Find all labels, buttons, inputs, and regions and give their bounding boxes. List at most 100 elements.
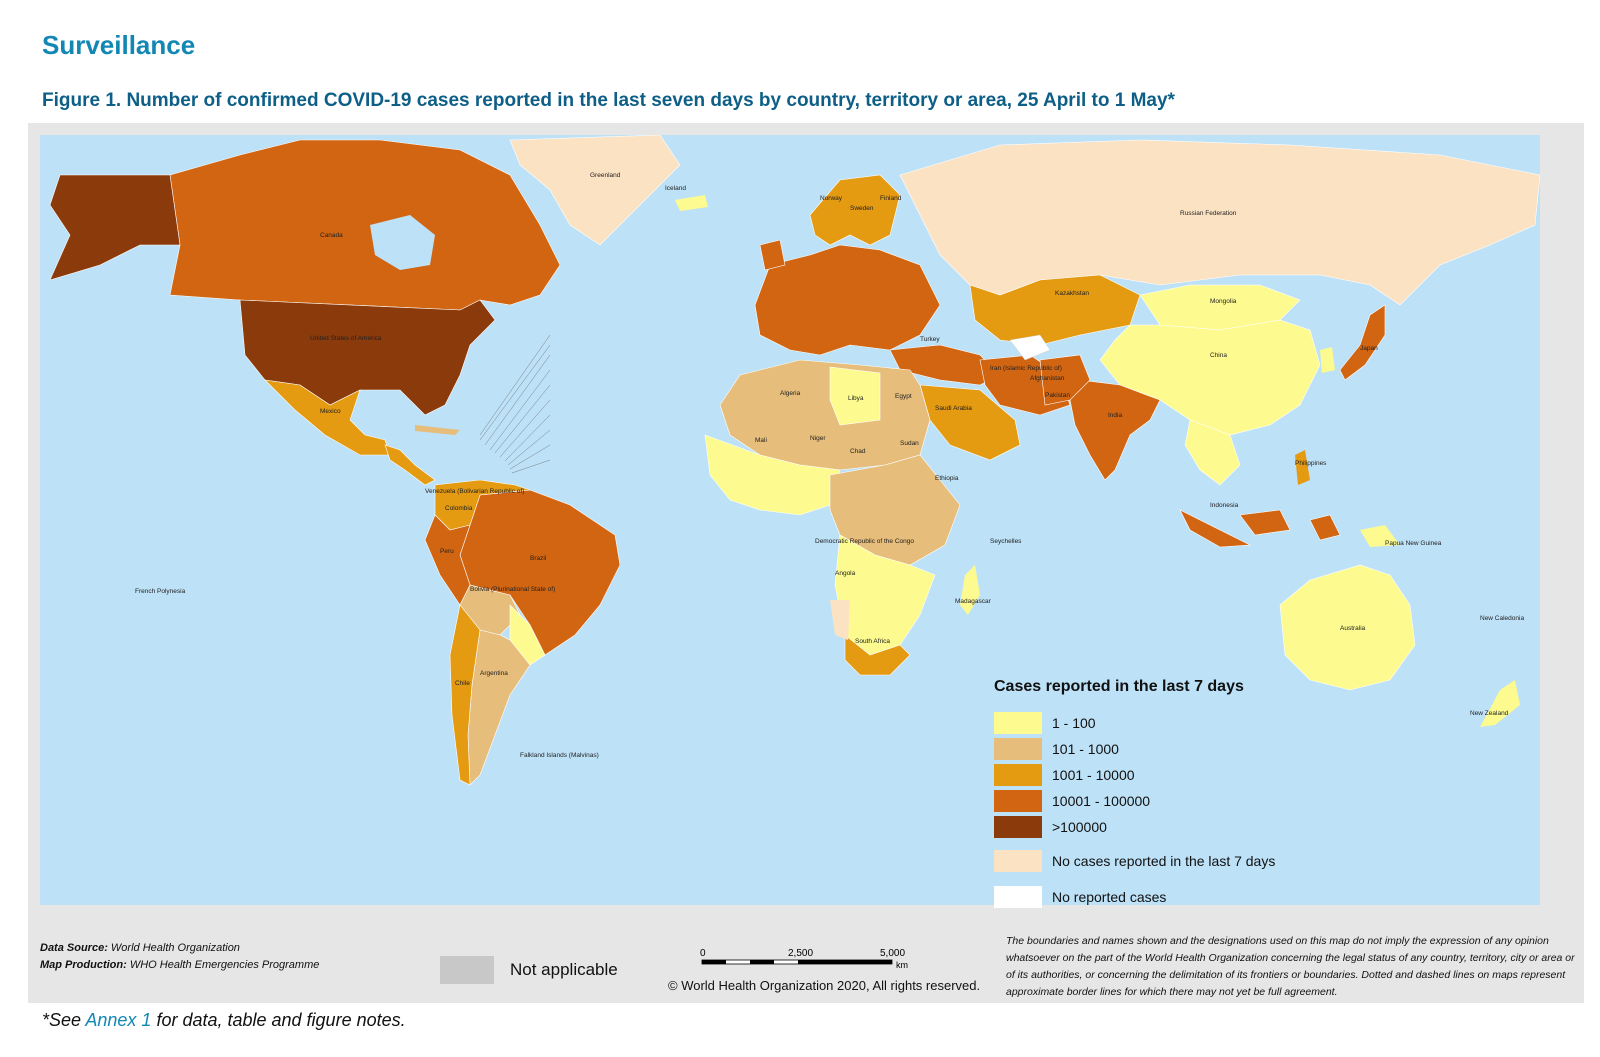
legend-item: No reported cases (994, 882, 1514, 912)
label-saudi-arabia: Saudi Arabia (935, 405, 972, 412)
legend-item: 1 - 100 (994, 710, 1514, 736)
country-alaska (49, 174, 181, 281)
label-kazakhstan: Kazakhstan (1055, 290, 1089, 297)
scale-bar: 0 2,500 5,000 km (700, 948, 908, 970)
label-png: Papua New Guinea (1385, 540, 1442, 547)
label-sweden: Sweden (850, 205, 874, 212)
label-afghanistan: Afghanistan (1030, 375, 1065, 382)
label-brazil: Brazil (530, 555, 547, 562)
country-chile (449, 604, 481, 786)
map-production-label: Map Production: (40, 959, 127, 971)
label-sudan: Sudan (900, 440, 919, 447)
label-new-zealand: New Zealand (1470, 710, 1509, 717)
label-mali: Mali (755, 437, 767, 444)
country-saudi-arabia (919, 384, 1021, 461)
legend-title: Cases reported in the last 7 days (994, 678, 1244, 695)
legend-item: 101 - 1000 (994, 736, 1514, 762)
scale-unit: km (896, 960, 908, 970)
label-iran: Iran (Islamic Republic of) (990, 365, 1062, 372)
scale-tick-2500: 2,500 (788, 948, 813, 959)
label-mongolia: Mongolia (1210, 298, 1237, 305)
country-india (1069, 379, 1161, 481)
footnote-prefix: *See (42, 1010, 86, 1030)
label-australia: Australia (1340, 625, 1366, 632)
legend-label: No cases reported in the last 7 days (1052, 853, 1276, 869)
annex-link[interactable]: Annex 1 (85, 1010, 152, 1030)
copyright: © World Health Organization 2020, All ri… (668, 978, 981, 993)
country-indonesia (1179, 509, 1341, 548)
label-new-caledonia: New Caledonia (1480, 615, 1524, 622)
label-egypt: Egypt (895, 393, 912, 400)
country-libya (829, 366, 881, 426)
legend-label: >100000 (1052, 819, 1107, 835)
label-angola: Angola (835, 570, 856, 577)
map-legend: Cases reported in the last 7 days 1 - 10… (994, 678, 1514, 912)
label-madagascar: Madagascar (955, 598, 992, 605)
region-central-africa (829, 454, 961, 566)
legend-label: 1001 - 10000 (1052, 767, 1135, 783)
label-colombia: Colombia (445, 505, 473, 512)
label-india: India (1108, 412, 1122, 419)
label-greenland: Greenland (590, 172, 621, 179)
region-europe (754, 244, 941, 356)
label-china: China (1210, 352, 1227, 359)
label-canada: Canada (320, 232, 343, 239)
country-south-africa (844, 634, 911, 676)
country-canada (169, 139, 561, 311)
label-norway: Norway (820, 195, 843, 202)
label-indonesia: Indonesia (1210, 502, 1239, 509)
label-french-polynesia: French Polynesia (135, 588, 186, 595)
label-niger: Niger (810, 435, 826, 442)
legend-swatch (994, 764, 1042, 786)
data-source-label: Data Source: (40, 942, 108, 954)
world-map: Greenland Canada United States of Americ… (40, 135, 1540, 905)
data-source-value: World Health Organization (110, 942, 240, 954)
legend-swatch (994, 850, 1042, 872)
legend-swatch (994, 790, 1042, 812)
label-south-africa: South Africa (855, 638, 890, 645)
country-japan (1339, 304, 1386, 381)
label-japan: Japan (1360, 345, 1378, 352)
label-mexico: Mexico (320, 408, 341, 415)
label-venezuela: Venezuela (Bolivarian Republic of) (425, 488, 524, 495)
legend-swatch (994, 738, 1042, 760)
map-credits: Data Source: World Health Organization M… (40, 940, 319, 974)
legend-label: 1 - 100 (1052, 715, 1096, 731)
country-australia (1279, 564, 1416, 691)
legend-item: >100000 (994, 814, 1514, 840)
footnote: *See Annex 1 for data, table and figure … (42, 1010, 406, 1031)
label-falkland: Falkland Islands (Malvinas) (520, 752, 599, 759)
map-production-value: WHO Health Emergencies Programme (129, 959, 320, 971)
label-peru: Peru (440, 548, 454, 555)
figure-title: Figure 1. Number of confirmed COVID-19 c… (42, 90, 1175, 111)
label-russia: Russian Federation (1180, 210, 1237, 217)
country-mexico (264, 379, 391, 456)
label-drc: Democratic Republic of the Congo (815, 538, 914, 545)
label-argentina: Argentina (480, 670, 508, 677)
label-pakistan: Pakistan (1045, 392, 1070, 399)
label-finland: Finland (880, 195, 902, 202)
scale-tick-5000: 5,000 (880, 948, 905, 959)
country-scandinavia (809, 174, 901, 246)
country-china (1099, 319, 1321, 436)
legend-label: 101 - 1000 (1052, 741, 1119, 757)
label-turkey: Turkey (920, 336, 940, 343)
legend-item: No cases reported in the last 7 days (994, 846, 1514, 876)
legend-swatch (994, 816, 1042, 838)
label-chad: Chad (850, 448, 866, 455)
map-frame: Greenland Canada United States of Americ… (28, 123, 1584, 1003)
label-seychelles: Seychelles (990, 538, 1022, 545)
legend-label: No reported cases (1052, 889, 1167, 905)
legend-swatch (994, 886, 1042, 908)
label-bolivia: Bolivia (Plurinational State of) (470, 586, 555, 593)
legend-swatch (994, 712, 1042, 734)
label-chile: Chile (455, 680, 470, 687)
country-greenland (509, 135, 681, 246)
section-title: Surveillance (42, 30, 196, 60)
label-ethiopia: Ethiopia (935, 475, 959, 482)
footnote-suffix: for data, table and figure notes. (151, 1010, 406, 1030)
legend-item: 10001 - 100000 (994, 788, 1514, 814)
label-algeria: Algeria (780, 390, 801, 397)
not-applicable-swatch (440, 956, 494, 984)
label-libya: Libya (848, 395, 864, 402)
